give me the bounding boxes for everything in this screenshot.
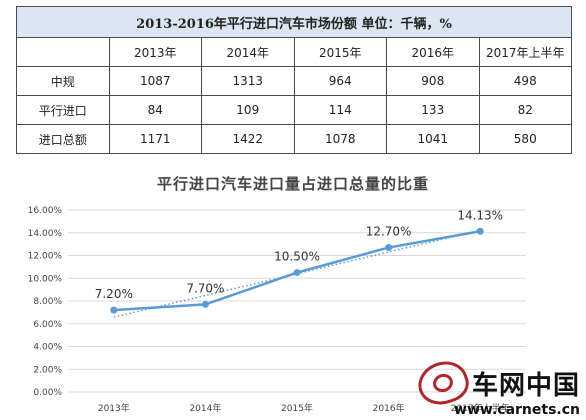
table-cell: 109 xyxy=(201,95,295,125)
table-cell: 1422 xyxy=(201,124,295,154)
y-tick-label: 14.00% xyxy=(28,229,63,239)
data-point xyxy=(476,227,484,235)
data-label: 7.20% xyxy=(95,287,133,301)
table-row: 中规 1087 1313 964 908 498 xyxy=(16,66,572,96)
data-point xyxy=(293,269,301,277)
table-cell: 114 xyxy=(293,95,387,125)
market-share-table: 2013-2016年平行进口汽车市场份额 单位：千辆，% 2013年 2014年… xyxy=(16,6,572,154)
chart-title: 平行进口汽车进口量占进口总量的比重 xyxy=(156,175,429,193)
data-point xyxy=(385,244,393,252)
y-tick-label: 4.00% xyxy=(33,343,62,353)
data-label: 10.50% xyxy=(274,250,320,264)
table-cell: 1078 xyxy=(293,124,387,154)
x-tick-label: 2015年 xyxy=(281,402,313,414)
y-tick-label: 2.00% xyxy=(33,365,62,375)
data-point xyxy=(110,306,118,314)
watermark-url: www.carnets.cn xyxy=(454,402,580,418)
line-chart: 0.00% 2.00% 4.00% 6.00% 8.00% 10.00% 12.00% 14.… xyxy=(28,206,526,414)
y-tick-label: 16.00% xyxy=(28,206,63,216)
table-cell: 1041 xyxy=(386,124,480,154)
table-header-cell: 2015年 xyxy=(293,37,387,67)
table-row: 平行进口 84 109 114 133 82 xyxy=(16,95,572,125)
table-row: 进口总额 1171 1422 1078 1041 580 xyxy=(16,124,572,154)
table-cell: 964 xyxy=(293,66,387,96)
x-tick-label: 2014年 xyxy=(189,402,221,414)
table-cell: 1087 xyxy=(108,66,202,96)
data-point xyxy=(201,300,209,308)
table-header-cell: 2017年上半年 xyxy=(478,37,572,67)
table-cell: 82 xyxy=(478,95,572,125)
y-tick-label: 10.00% xyxy=(28,274,63,284)
table-cell: 84 xyxy=(108,95,202,125)
y-tick-label: 12.00% xyxy=(28,252,63,262)
row-label: 进口总额 xyxy=(16,124,110,154)
x-tick-label: 2017年上半年 xyxy=(451,402,510,414)
data-label: 14.13% xyxy=(457,208,503,222)
table-header-cell: 2016年 xyxy=(386,37,480,67)
market-share-table-wrap: 2013-2016年平行进口汽车市场份额 单位：千辆，% 2013年 2014年… xyxy=(16,6,572,154)
data-label: 7.70% xyxy=(186,281,224,295)
table-cell: 1313 xyxy=(201,66,295,96)
table-cell: 498 xyxy=(478,66,572,96)
row-label: 平行进口 xyxy=(16,95,110,125)
table-title: 2013-2016年平行进口汽车市场份额 单位：千辆，% xyxy=(16,6,572,38)
table-cell: 1171 xyxy=(108,124,202,154)
x-tick-label: 2016年 xyxy=(373,402,405,414)
watermark-name: 车网中国 xyxy=(471,370,580,401)
watermark: 车网中国 www.carnets.cn xyxy=(412,354,580,418)
row-label: 中规 xyxy=(16,66,110,96)
table-cell: 908 xyxy=(386,66,480,96)
x-tick-label: 2013年 xyxy=(98,402,130,414)
y-tick-label: 8.00% xyxy=(33,297,62,307)
y-tick-label: 6.00% xyxy=(33,320,62,330)
data-label: 12.70% xyxy=(366,225,412,239)
y-tick-label: 0.00% xyxy=(33,388,62,398)
table-cell: 133 xyxy=(386,95,480,125)
table-header-row: 2013年 2014年 2015年 2016年 2017年上半年 xyxy=(16,37,572,67)
table-cell: 580 xyxy=(478,124,572,154)
table-header-cell: 2013年 xyxy=(108,37,202,67)
table-header-cell xyxy=(16,37,110,67)
table-header-cell: 2014年 xyxy=(201,37,295,67)
